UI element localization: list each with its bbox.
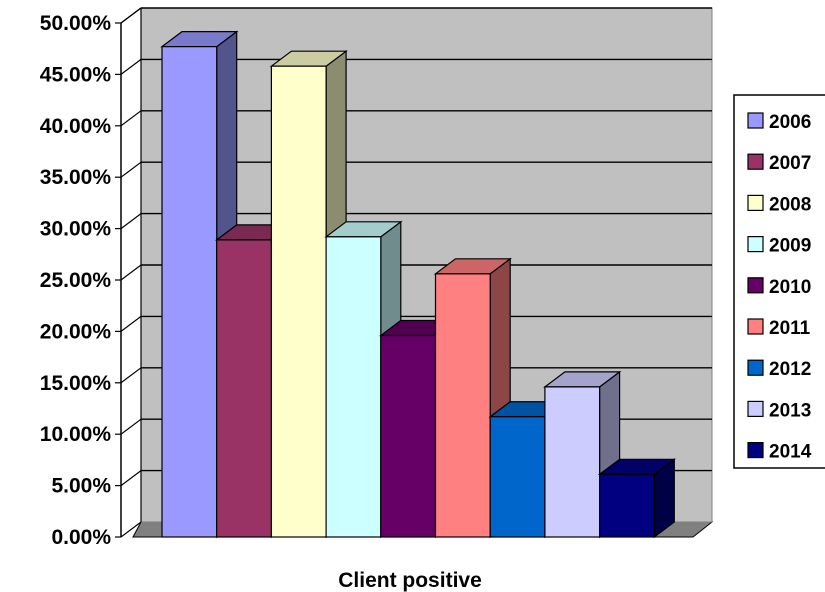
y-axis-top-edge	[120, 7, 142, 24]
bar-front	[544, 386, 601, 538]
gridline-depth	[120, 418, 142, 435]
legend-item-2008: 2008	[747, 194, 811, 215]
bar-front	[380, 334, 437, 538]
bar-front	[270, 65, 327, 538]
bar-front	[325, 236, 382, 538]
y-tick-label: 30.00%	[40, 218, 112, 241]
legend-swatch	[747, 194, 764, 211]
y-tick-label: 40.00%	[40, 115, 112, 138]
legend-label: 2013	[769, 400, 811, 421]
legend-swatch	[747, 318, 764, 335]
legend-swatch	[747, 400, 764, 417]
bar-front	[161, 46, 218, 538]
y-tick-label: 10.00%	[40, 423, 112, 446]
legend-label: 2006	[769, 112, 811, 133]
y-tick-label: 45.00%	[40, 63, 112, 86]
legend: 2006 2007 2008 2009 2010 2011 2012 2013 2014	[733, 94, 825, 469]
legend-label: 2009	[769, 236, 811, 257]
bar-2013	[543, 370, 622, 539]
bar-2014	[597, 458, 677, 539]
legend-item-2007: 2007	[747, 153, 811, 174]
legend-label: 2008	[769, 194, 811, 215]
legend-label: 2012	[769, 359, 811, 380]
legend-swatch	[747, 236, 764, 253]
legend-item-2010: 2010	[747, 277, 811, 298]
y-tick-label: 35.00%	[40, 166, 112, 189]
bars	[160, 30, 677, 539]
legend-swatch	[747, 112, 764, 129]
legend-item-2014: 2014	[747, 442, 812, 463]
legend-item-2012: 2012	[747, 359, 811, 380]
gridline-depth	[120, 264, 142, 281]
y-tick-label: 25.00%	[40, 269, 112, 292]
legend-label: 2014	[769, 442, 812, 463]
bar-front	[216, 239, 272, 538]
gridline-depth	[120, 470, 142, 487]
legend-swatch	[747, 359, 764, 376]
gridline-depth	[120, 521, 142, 538]
gridline-depth	[120, 110, 142, 127]
y-tick-label: 50.00%	[40, 12, 112, 35]
gridline-depth	[120, 161, 142, 178]
y-tick-label: 5.00%	[51, 475, 111, 498]
legend-label: 2007	[769, 153, 811, 174]
gridline-depth	[120, 58, 142, 75]
legend-label: 2010	[769, 277, 811, 298]
y-tick-label: 0.00%	[51, 526, 111, 549]
gridline-depth	[120, 213, 142, 230]
y-axis	[115, 7, 142, 538]
gridline-depth	[120, 367, 142, 384]
legend-swatch	[747, 442, 764, 459]
legend-item-2009: 2009	[747, 236, 811, 257]
legend-item-2013: 2013	[747, 400, 811, 421]
y-tick-label: 15.00%	[40, 372, 112, 395]
legend-label: 2011	[769, 318, 811, 339]
legend-item-2011: 2011	[747, 318, 811, 339]
gridline-depth	[120, 315, 142, 332]
y-tick-labels: 0.00% 5.00% 10.00% 15.00% 20.00% 25.00% 30.00%…	[40, 12, 112, 549]
bar-front	[489, 416, 546, 538]
bar-front	[434, 273, 491, 538]
legend-swatch	[747, 277, 764, 294]
y-tick-label: 20.00%	[40, 320, 112, 343]
x-axis-title: Client positive	[338, 569, 482, 592]
legend-swatch	[747, 153, 764, 170]
bar-front	[598, 473, 655, 538]
legend-item-2006: 2006	[747, 112, 811, 133]
